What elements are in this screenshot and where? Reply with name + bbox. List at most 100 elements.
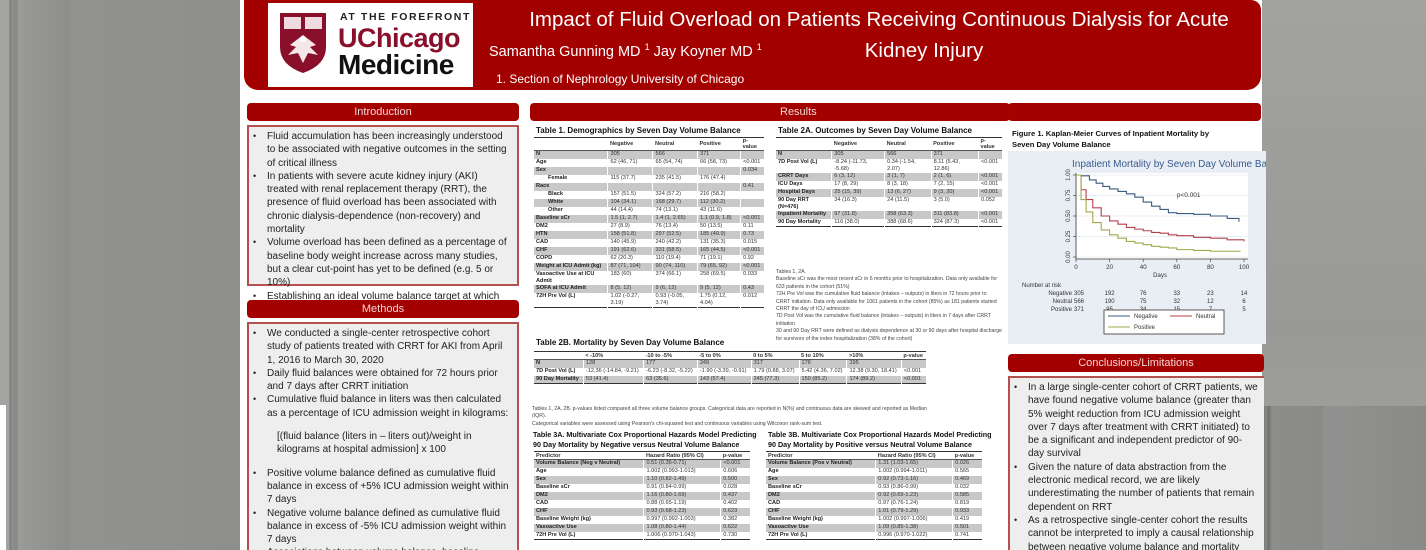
table-cell: 9 (6, 12) [652, 284, 698, 293]
table-cell: 305 [831, 150, 885, 159]
table-cell: 0.032 [952, 483, 982, 492]
column-header: Hazard Ratio (95% CI) [643, 451, 721, 460]
table-cell: 0.51 (0.36-0.71) [643, 459, 721, 468]
table-cell: 1.01 (0.79-1.29) [875, 507, 953, 516]
risk-value: 76 [1140, 291, 1147, 297]
table-cell [740, 150, 764, 159]
row-label: Volume Balance (Neg v Neutral) [534, 459, 644, 468]
table-header-row: Predictor Hazard Ratio (95% CI) p-value [766, 451, 982, 460]
table3a-title-line-1: Table 3A. Multivariate Cox Proportional … [533, 430, 757, 439]
table-cell: <0.001 [740, 158, 764, 167]
table-row: DM2 27 (8.9) 76 (13.4) 50 (13.5) 0.11 [534, 222, 764, 231]
table-cell: 0.622 [720, 523, 750, 532]
introduction-box: Fluid accumulation has been increasingly… [247, 125, 519, 315]
km-curve-negative [1076, 174, 1240, 222]
row-label: N [534, 150, 608, 159]
poster: AT THE FOREFRONT UChicago Medicine Impac… [240, 0, 1266, 550]
column-header [534, 137, 608, 151]
table-cell [607, 182, 653, 191]
table-cell: 9 (3, 20) [930, 188, 979, 197]
background-left [0, 0, 240, 550]
row-label: Volume Balance (Pos v Neutral) [766, 459, 876, 468]
table-row: Baseline sCr 1.5 (1, 2.7) 1.4 (1, 2.65) 1.1… [534, 214, 764, 223]
table-cell [900, 359, 926, 368]
row-label: CAD [768, 499, 781, 506]
table-header-row: < -10% -10 to -5% -5 to 0% 0 to 5% 5 to 10% >… [534, 351, 926, 360]
table-cell: 1.5 (1, 2.7) [607, 214, 653, 223]
risk-value: 12 [1207, 299, 1214, 305]
table1-demographics: Negative Neutral Positive p-value N 305 566 371… [534, 137, 764, 308]
table-row: COPD 62 (20.3) 110 (19.4) 71 (19.1) 0.92 [534, 254, 764, 263]
table-note: Tables 1, 2A. [776, 269, 806, 275]
row-label: CHF [534, 246, 608, 255]
row-label: Race [534, 182, 608, 191]
table3a-title-line-2: 90 Day Mortality by Negative versus Neut… [533, 439, 740, 449]
column-header [534, 351, 584, 360]
conclusions-heading: Conclusions/Limitations [1008, 354, 1264, 372]
column-header: Predictor [766, 451, 876, 460]
table-cell [652, 182, 698, 191]
table2a-title: Table 2A. Outcomes by Seven Day Volume B… [778, 126, 972, 135]
table-cell: 0.97 (0.76-1.24) [875, 499, 953, 508]
table-cell: 195 [846, 359, 902, 368]
methods-bullet: Negative volume balance defined as cumul… [253, 507, 511, 547]
column-header: Negative [831, 137, 885, 151]
table-row: Volume Balance (Pos v Neutral) 1.31 (1.03… [766, 459, 982, 468]
risk-value: 14 [1241, 291, 1248, 297]
legend-label: Positive [1134, 325, 1156, 331]
column-header: Negative [607, 137, 653, 151]
row-label: Age [768, 467, 779, 474]
table-cell: -1.90 (-3.39, -0.91) [696, 367, 752, 376]
table-header-row: Negative Neutral Positive p-value [776, 137, 1002, 151]
table-cell: 115 (37.7) [607, 174, 653, 183]
y-tick-label: 1.00 [1066, 169, 1072, 181]
row-label: Female [548, 174, 568, 181]
table-cell: 183 (60) [607, 270, 653, 285]
table2a-outcomes: Negative Neutral Positive p-value N 305 566 371… [776, 137, 1002, 227]
row-label: DM2 [536, 222, 548, 229]
table-cell: 0.819 [952, 499, 982, 508]
title-line-2: Kidney Injury [864, 39, 984, 62]
title-line-1: Impact of Fluid Overload on Patients Rec… [529, 8, 1229, 31]
table-cell: 1.09 (0.85-1.38) [875, 523, 953, 532]
methods-list-b: Positive volume balance defined as cumul… [253, 467, 511, 550]
logo-medicine: Medicine [338, 49, 454, 80]
table-cell: 297 (52.5) [652, 230, 698, 239]
table-row: 72H Pre Vol (L) 0.996 (0.970-1.022) 0.741 [766, 531, 982, 540]
table-cell: 0.93 (-0.05, 3.74) [652, 292, 698, 307]
table3b-title-line-2: 90 Day Mortality by Positive versus Neut… [768, 439, 972, 449]
table-row: Baseline sCr 0.91 (0.84-0.99) 0.028 [534, 483, 750, 492]
row-label: Vasoactive Use at ICU Admit [536, 270, 595, 284]
table-cell: 1.02 (-0.27, 3.19) [607, 292, 653, 307]
table-cell: 0.052 [977, 196, 1002, 211]
table-row: White 104 (34.1) 168 (29.7) 112 (30.2) [534, 198, 764, 207]
table2a-notes: Tables 1, 2A. Baseline sCr was the most r… [776, 269, 1002, 343]
table-cell: 0.033 [740, 270, 764, 285]
table-note: Baseline sCr was the most recent sCr in … [776, 276, 998, 290]
table-header-row: Predictor Hazard Ratio (95% CI) p-value [534, 451, 750, 460]
column-header: p-value [901, 351, 926, 360]
table-cell: 112 (30.2) [696, 198, 741, 207]
table-cell: 97 (31.8) [831, 210, 885, 219]
table-row: 90 Day Mortality 116 (38.0) 388 (68.6) 324 … [776, 218, 1002, 227]
table-row: Age 1.002 (0.993-1.013) 0.606 [534, 467, 750, 476]
table-row: Baseline Weight (kg) 1.002 (0.997-1.006) 0… [766, 515, 982, 524]
risk-row-name: Negative [1048, 291, 1072, 297]
table-cell: 0.997 (0.992-1.003) [643, 515, 721, 524]
table-row: Vasoactive Use 1.09 (0.85-1.38) 0.501 [766, 523, 982, 532]
table-row: CRRT Days 6 (3, 12) 3 (1, 7) 2 (1, 6) <0.001 [776, 172, 1002, 181]
table-cell: <0.001 [977, 188, 1002, 197]
table-row: N 128 177 249 317 176 195 [534, 359, 926, 368]
table1-title: Table 1. Demographics by Seven Day Volum… [536, 126, 741, 135]
table-cell: 317 [750, 359, 799, 368]
table-cell: 331 (58.5) [652, 246, 698, 255]
row-label: Sex [534, 166, 608, 175]
table-cell: 0.015 [740, 238, 764, 247]
column-header: Positive [697, 137, 741, 151]
row-label: Age [536, 467, 547, 474]
introduction-bullet: In patients with severe acute kidney inj… [253, 170, 511, 236]
table-cell: 358 (63.3) [884, 210, 932, 219]
background-right-lower [1262, 406, 1426, 550]
table-row: Black 157 (51.5) 324 (57.2) 216 (58.2) [534, 190, 764, 199]
table-cell: <0.001 [977, 158, 1002, 173]
